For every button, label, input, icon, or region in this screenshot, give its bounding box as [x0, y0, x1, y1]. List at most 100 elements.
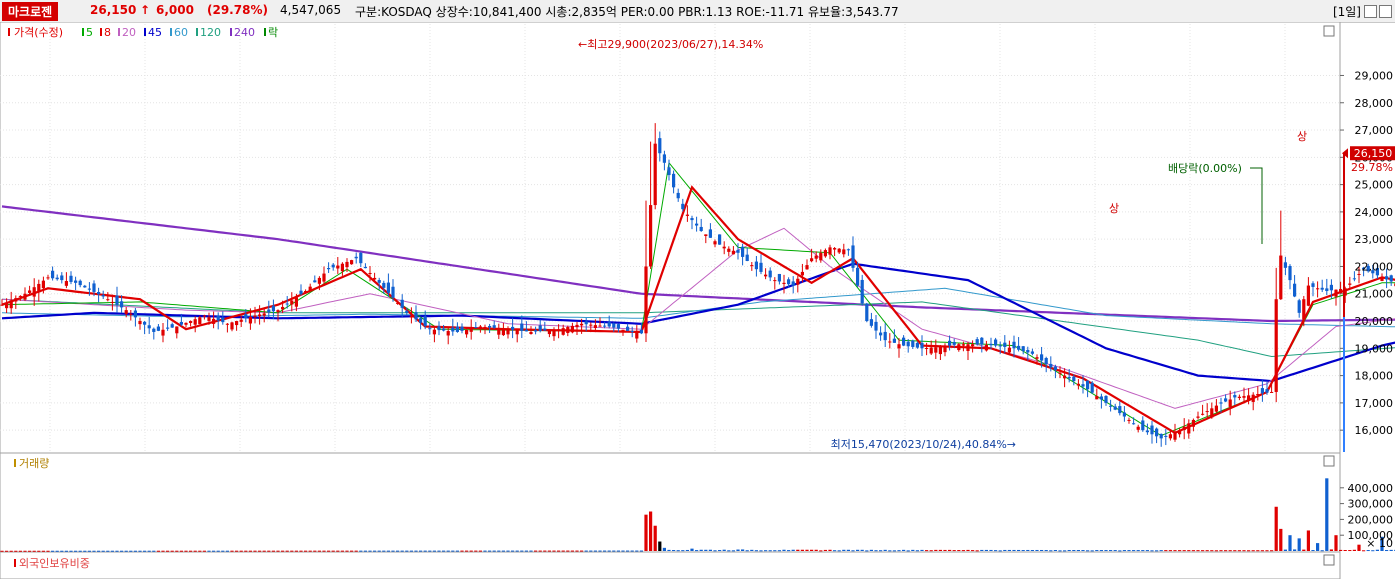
candle-body[interactable]	[837, 248, 841, 253]
candle-body[interactable]	[920, 342, 924, 349]
volume-bar[interactable]	[897, 550, 901, 552]
candle-body[interactable]	[1017, 345, 1021, 350]
candle-body[interactable]	[736, 249, 740, 253]
candle-body[interactable]	[317, 277, 321, 284]
candle-body[interactable]	[718, 234, 722, 245]
volume-bar[interactable]	[1145, 550, 1149, 552]
volume-bar[interactable]	[961, 550, 965, 552]
candle-body[interactable]	[304, 291, 308, 293]
candle-body[interactable]	[18, 295, 22, 297]
volume-bar[interactable]	[170, 550, 174, 552]
volume-bar[interactable]	[345, 550, 349, 552]
candle-body[interactable]	[515, 330, 519, 335]
volume-bar[interactable]	[317, 550, 321, 552]
volume-bar[interactable]	[948, 549, 952, 551]
volume-bar[interactable]	[1260, 550, 1264, 552]
candle-body[interactable]	[1371, 270, 1375, 274]
volume-bar[interactable]	[230, 550, 234, 552]
candle-body[interactable]	[892, 338, 896, 343]
volume-bar[interactable]	[432, 550, 436, 552]
candle-body[interactable]	[805, 265, 809, 270]
candle-body[interactable]	[235, 321, 239, 326]
volume-bar[interactable]	[83, 550, 87, 552]
volume-bar[interactable]	[271, 550, 275, 552]
volume-bar[interactable]	[110, 550, 114, 552]
candle-body[interactable]	[414, 312, 418, 320]
candle-body[interactable]	[672, 173, 676, 188]
volume-bar[interactable]	[1150, 550, 1154, 552]
volume-bar[interactable]	[1104, 550, 1108, 552]
candle-body[interactable]	[267, 309, 271, 313]
volume-bar[interactable]	[906, 550, 910, 552]
candle-body[interactable]	[1247, 395, 1251, 401]
candle-body[interactable]	[1007, 347, 1011, 353]
volume-bar[interactable]	[419, 550, 423, 552]
candle-body[interactable]	[423, 316, 427, 326]
candle-body[interactable]	[1182, 426, 1186, 430]
candle-body[interactable]	[152, 328, 156, 332]
volume-bar[interactable]	[644, 514, 648, 551]
candle-body[interactable]	[1072, 376, 1076, 382]
volume-bar[interactable]	[423, 550, 427, 552]
candle-body[interactable]	[432, 329, 436, 335]
volume-bar[interactable]	[377, 550, 381, 552]
candle-body[interactable]	[166, 327, 170, 329]
candle-body[interactable]	[101, 294, 105, 297]
candle-body[interactable]	[662, 154, 666, 163]
volume-bar[interactable]	[124, 550, 128, 552]
volume-bar[interactable]	[9, 550, 13, 552]
volume-bar[interactable]	[1035, 549, 1039, 551]
candle-body[interactable]	[386, 282, 390, 293]
volume-bar[interactable]	[727, 550, 731, 552]
candle-body[interactable]	[1044, 357, 1048, 365]
volume-bar[interactable]	[258, 550, 262, 552]
volume-bar[interactable]	[1030, 550, 1034, 552]
candle-body[interactable]	[193, 319, 197, 325]
volume-bar[interactable]	[570, 550, 574, 552]
volume-bar[interactable]	[520, 550, 524, 552]
volume-bar[interactable]	[51, 550, 55, 552]
candle-body[interactable]	[1293, 283, 1297, 297]
volume-bar[interactable]	[1044, 550, 1048, 552]
volume-bar[interactable]	[796, 549, 800, 551]
candle-body[interactable]	[382, 282, 386, 288]
volume-bar[interactable]	[980, 549, 984, 551]
volume-bar[interactable]	[1187, 550, 1191, 552]
volume-bar[interactable]	[1237, 550, 1241, 552]
candle-body[interactable]	[189, 321, 193, 324]
candle-body[interactable]	[823, 250, 827, 257]
candle-body[interactable]	[202, 315, 206, 317]
volume-bar[interactable]	[989, 549, 993, 551]
candle-body[interactable]	[1127, 419, 1131, 421]
volume-bar[interactable]	[322, 550, 326, 552]
volume-bar[interactable]	[474, 550, 478, 552]
volume-bar[interactable]	[524, 550, 528, 552]
volume-bar[interactable]	[189, 550, 193, 552]
volume-bar[interactable]	[1316, 543, 1320, 551]
volume-bar[interactable]	[1053, 549, 1057, 551]
candle-body[interactable]	[51, 270, 55, 279]
candle-body[interactable]	[106, 299, 110, 301]
candle-body[interactable]	[294, 297, 298, 307]
candle-body[interactable]	[589, 324, 593, 326]
candle-body[interactable]	[1362, 267, 1366, 270]
candle-body[interactable]	[1302, 299, 1306, 320]
candle-body[interactable]	[570, 325, 574, 333]
volume-bar[interactable]	[497, 550, 501, 552]
legend-foreign[interactable]: 외국인보유비중	[19, 557, 90, 570]
candle-body[interactable]	[1311, 283, 1315, 287]
volume-bar[interactable]	[74, 550, 78, 552]
candle-body[interactable]	[60, 275, 64, 281]
volume-bar[interactable]	[1063, 550, 1067, 552]
candle-body[interactable]	[929, 347, 933, 354]
candle-body[interactable]	[1173, 432, 1177, 440]
candle-body[interactable]	[313, 280, 317, 283]
volume-bar[interactable]	[888, 550, 892, 552]
candle-body[interactable]	[1357, 273, 1361, 275]
volume-bar[interactable]	[874, 550, 878, 552]
candle-body[interactable]	[1155, 428, 1159, 437]
volume-bar[interactable]	[299, 550, 303, 552]
candle-body[interactable]	[368, 273, 372, 275]
volume-bar[interactable]	[331, 550, 335, 552]
candle-body[interactable]	[409, 316, 413, 318]
